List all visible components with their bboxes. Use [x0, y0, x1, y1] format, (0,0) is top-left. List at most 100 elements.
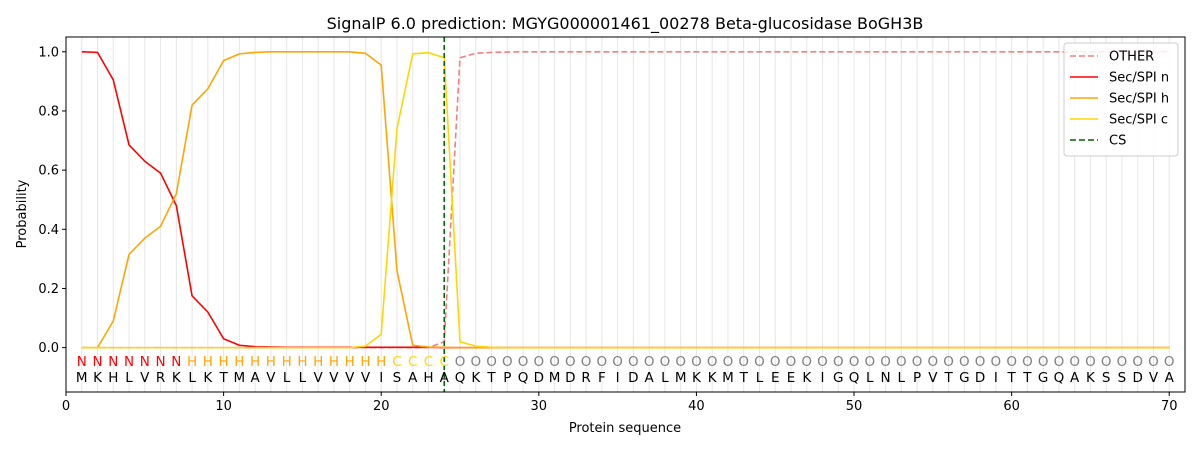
- region-label: N: [77, 354, 87, 370]
- legend-label: Sec/SPI n: [1109, 71, 1169, 86]
- grid-layer: [81, 37, 1170, 392]
- region-label: H: [187, 354, 197, 370]
- legend-label: CS: [1109, 134, 1126, 149]
- residue-label: R: [156, 370, 165, 386]
- region-label: O: [565, 354, 576, 370]
- residue-label: Q: [518, 370, 529, 386]
- residue-label: K: [692, 370, 702, 386]
- residue-label: D: [534, 370, 544, 386]
- residue-label: L: [661, 370, 669, 386]
- residue-label: M: [76, 370, 88, 386]
- residue-label: T: [486, 370, 496, 386]
- residue-label: L: [756, 370, 764, 386]
- region-label: O: [1054, 354, 1065, 370]
- region-label: H: [266, 354, 276, 370]
- region-label: O: [628, 354, 639, 370]
- residue-label: A: [1165, 370, 1175, 386]
- region-label: O: [533, 354, 544, 370]
- region-label: H: [345, 354, 355, 370]
- residue-label: V: [329, 370, 339, 386]
- x-tick-label: 40: [688, 399, 705, 414]
- region-label: O: [1085, 354, 1096, 370]
- region-label: N: [140, 354, 150, 370]
- residue-label: I: [994, 370, 998, 386]
- residue-label: D: [975, 370, 985, 386]
- region-label: O: [1006, 354, 1017, 370]
- residue-label: G: [833, 370, 843, 386]
- region-label: H: [329, 354, 339, 370]
- region-label: O: [786, 354, 797, 370]
- residue-label: L: [188, 370, 196, 386]
- region-label: O: [849, 354, 860, 370]
- chart-title: SignalP 6.0 prediction: MGYG000001461_00…: [327, 14, 924, 34]
- residue-label: T: [943, 370, 953, 386]
- residue-label: V: [140, 370, 150, 386]
- x-tick-label: 70: [1161, 399, 1178, 414]
- residue-label: K: [471, 370, 481, 386]
- residue-label: D: [1133, 370, 1143, 386]
- region-label: O: [723, 354, 734, 370]
- legend-label: Sec/SPI c: [1109, 113, 1168, 128]
- region-label: O: [660, 354, 671, 370]
- region-label: O: [754, 354, 765, 370]
- region-label: O: [612, 354, 623, 370]
- residue-label: R: [581, 370, 590, 386]
- residue-label: M: [675, 370, 687, 386]
- region-label: O: [770, 354, 781, 370]
- region-label: O: [817, 354, 828, 370]
- residue-label: V: [314, 370, 324, 386]
- legend-label: Sec/SPI h: [1109, 92, 1169, 107]
- x-tick-label: 10: [215, 399, 232, 414]
- residue-label: V: [345, 370, 355, 386]
- series-line-sec-spi-c: [81, 51, 1170, 349]
- y-tick-label: 0.6: [38, 164, 59, 179]
- residue-label: F: [598, 370, 606, 386]
- residue-label: Q: [455, 370, 466, 386]
- residue-label: K: [1086, 370, 1096, 386]
- axis-layer: 0 10 20 30 40 50 60 70 0.0 0.2 0.4 0.6 0.8 1.0: [38, 45, 1177, 414]
- region-label: O: [486, 354, 497, 370]
- region-label: O: [502, 354, 513, 370]
- region-label: O: [896, 354, 907, 370]
- y-tick-label: 0.0: [38, 341, 59, 356]
- region-label: H: [297, 354, 307, 370]
- y-axis-label: Probability: [15, 179, 30, 248]
- residue-label: M: [722, 370, 734, 386]
- residue-label: H: [423, 370, 433, 386]
- y-tick-label: 1.0: [38, 45, 59, 60]
- x-tick-label: 30: [531, 399, 548, 414]
- region-label: O: [801, 354, 812, 370]
- residue-label: T: [739, 370, 749, 386]
- x-tick-label: 0: [62, 399, 70, 414]
- residue-label: I: [379, 370, 383, 386]
- region-label: O: [1069, 354, 1080, 370]
- region-label: O: [864, 354, 875, 370]
- residue-label: L: [898, 370, 906, 386]
- region-label: C: [392, 354, 401, 370]
- residue-label: G: [959, 370, 969, 386]
- region-label: O: [928, 354, 939, 370]
- region-label: H: [313, 354, 323, 370]
- region-label: C: [408, 354, 417, 370]
- series-line-sec-spi-h: [81, 50, 1170, 349]
- region-label: H: [203, 354, 213, 370]
- residue-label: P: [503, 370, 511, 386]
- region-label: O: [991, 354, 1002, 370]
- residue-label: V: [1149, 370, 1159, 386]
- residue-label: L: [299, 370, 307, 386]
- legend-label: OTHER: [1109, 50, 1154, 65]
- sequence-layer: NMNKNHNLNVNRNKHLHKHTHMHAHVHLHLHVHVHVHVHI…: [76, 354, 1175, 386]
- residue-label: D: [628, 370, 638, 386]
- y-tick-label: 0.8: [38, 104, 59, 119]
- residue-label: S: [1118, 370, 1127, 386]
- region-label: O: [1117, 354, 1128, 370]
- series-line-sec-spi-n: [81, 50, 1170, 349]
- residue-label: K: [203, 370, 213, 386]
- residue-label: A: [408, 370, 418, 386]
- region-label: C: [424, 354, 433, 370]
- region-label: O: [581, 354, 592, 370]
- region-label: N: [124, 354, 134, 370]
- region-label: O: [738, 354, 749, 370]
- residue-label: E: [787, 370, 796, 386]
